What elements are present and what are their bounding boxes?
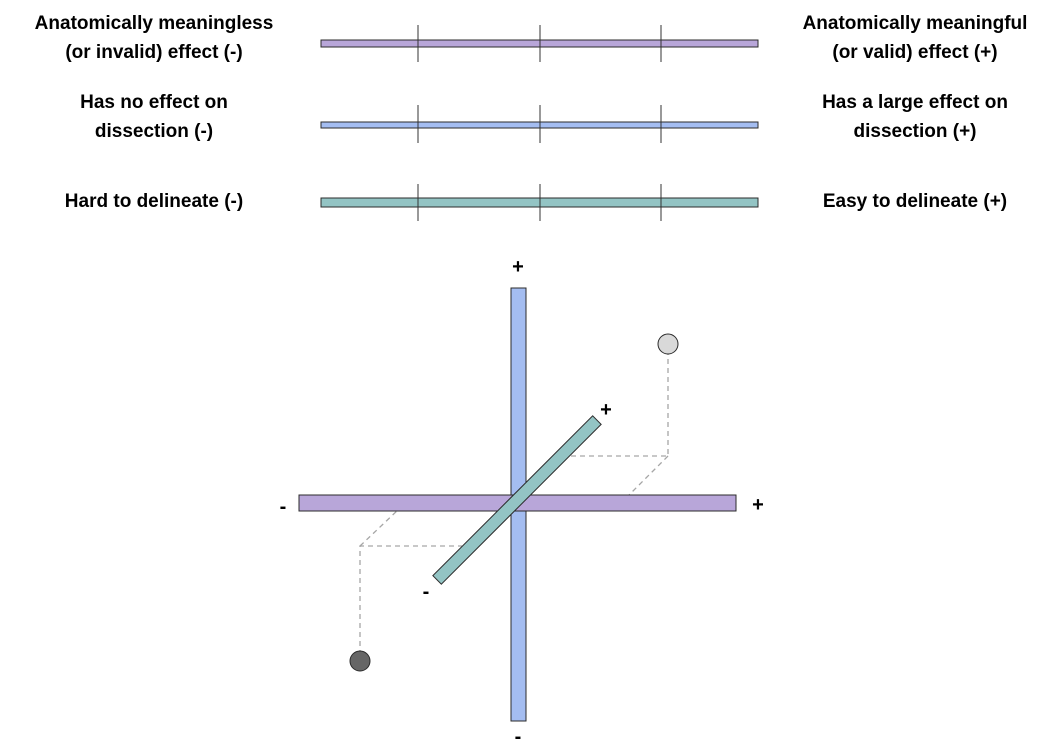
scale-1 bbox=[320, 25, 759, 62]
scale-3-left-label: Hard to delineate (-) bbox=[0, 187, 308, 216]
scale-2 bbox=[320, 105, 759, 143]
dark-point-marker bbox=[349, 650, 371, 672]
depth-axis-minus-sign: - bbox=[422, 581, 430, 603]
scale-1-left-label: Anatomically meaningless (or invalid) ef… bbox=[0, 9, 308, 67]
scale-3-left-line-1: Hard to delineate (-) bbox=[64, 191, 244, 212]
vertical-axis-plus-sign: + bbox=[512, 256, 524, 278]
scale-3-right-label: Easy to delineate (+) bbox=[760, 187, 1055, 216]
light-point-marker bbox=[657, 333, 679, 355]
depth-axis-plus-sign: + bbox=[600, 399, 612, 421]
scale-2-right-line-2: dissection (+) bbox=[853, 121, 977, 142]
horizontal-axis-plus-sign: + bbox=[752, 494, 764, 516]
scale-2-left-line-1: Has no effect on bbox=[80, 92, 228, 113]
axes-3d bbox=[298, 287, 737, 722]
scale-1-left-line-2: (or invalid) effect (-) bbox=[65, 42, 243, 63]
scale-3-right-line-1: Easy to delineate (+) bbox=[822, 191, 1008, 212]
scale-1-right-line-2: (or valid) effect (+) bbox=[832, 42, 998, 63]
depth-axis-bar bbox=[432, 415, 602, 585]
scale-1-right-label: Anatomically meaningful (or valid) effec… bbox=[760, 9, 1055, 67]
vertical-axis-minus-sign: - bbox=[514, 726, 522, 748]
scale-2-right-label: Has a large effect on dissection (+) bbox=[760, 88, 1055, 146]
scale-1-left-line-1: Anatomically meaningless bbox=[34, 13, 274, 34]
scale-2-left-label: Has no effect on dissection (-) bbox=[0, 88, 308, 146]
scale-2-left-line-2: dissection (-) bbox=[94, 121, 214, 142]
scale-3 bbox=[320, 184, 759, 221]
scale-2-right-line-1: Has a large effect on bbox=[822, 92, 1008, 113]
light-point-projection bbox=[563, 350, 669, 497]
scale-1-right-line-1: Anatomically meaningful bbox=[802, 13, 1028, 34]
horizontal-axis-minus-sign: - bbox=[279, 496, 287, 518]
dark-point-projection bbox=[359, 508, 462, 655]
